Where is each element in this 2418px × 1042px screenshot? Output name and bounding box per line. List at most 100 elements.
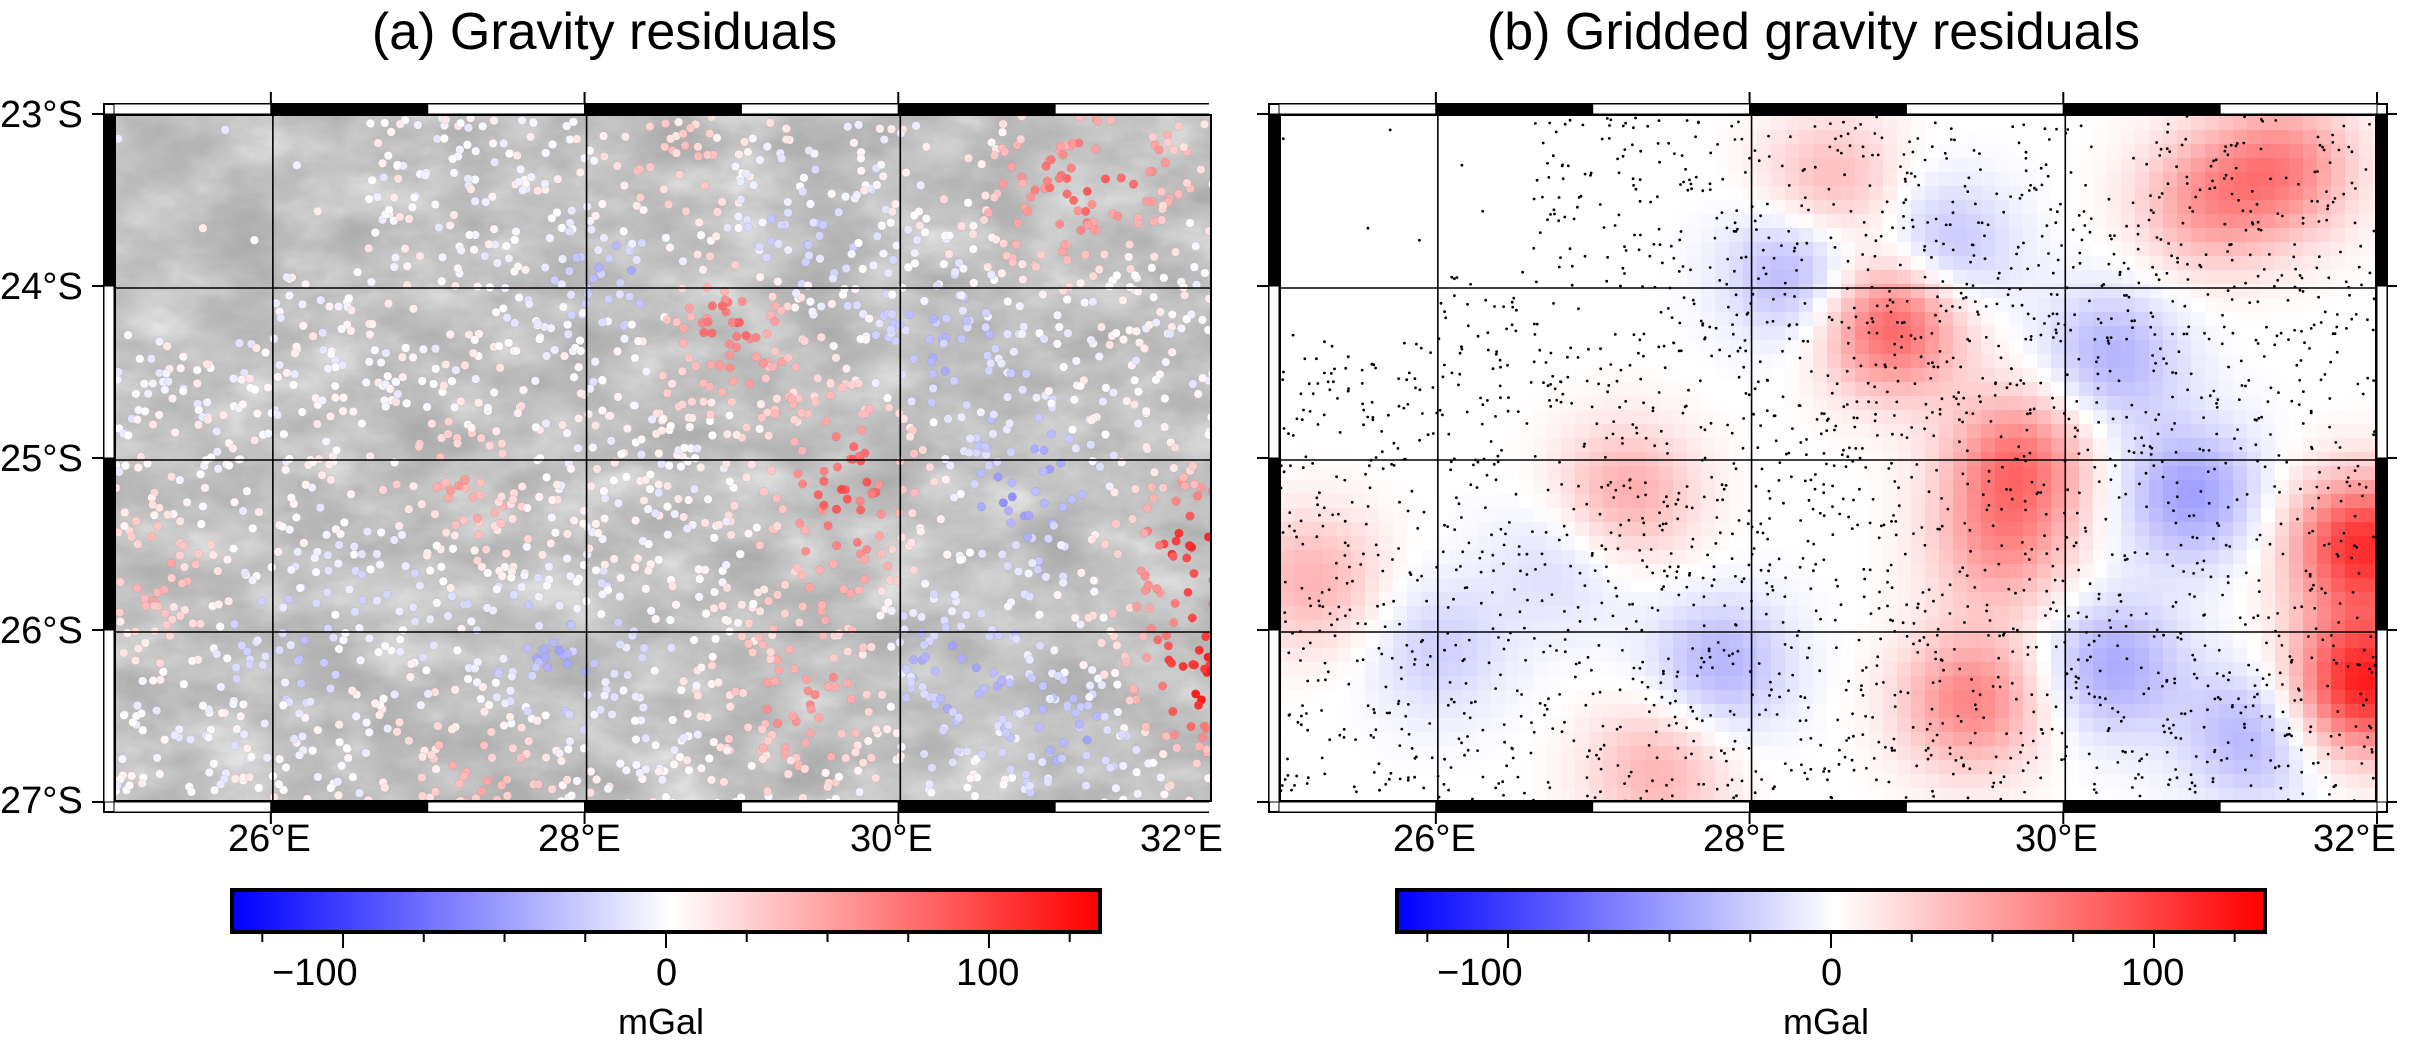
survey-point <box>1088 271 1098 281</box>
survey-point <box>1124 799 1129 800</box>
survey-point <box>281 762 291 773</box>
colorbar-tick-marks <box>261 934 1071 948</box>
survey-point <box>784 644 794 654</box>
survey-point <box>681 206 691 216</box>
survey-point <box>1023 532 1033 542</box>
survey-point <box>1193 389 1203 399</box>
survey-point <box>862 544 872 554</box>
survey-point <box>1067 495 1077 505</box>
survey-point <box>589 658 599 669</box>
hillshade-map[interactable] <box>116 116 1212 802</box>
survey-point <box>722 223 733 233</box>
survey-point <box>679 512 689 522</box>
survey-point <box>1182 553 1192 563</box>
survey-point <box>148 419 158 430</box>
survey-point <box>638 703 648 713</box>
survey-point <box>839 584 849 594</box>
survey-point <box>1112 211 1122 221</box>
survey-point <box>709 603 719 613</box>
survey-point <box>284 291 294 301</box>
survey-point <box>334 302 344 312</box>
survey-point <box>1113 707 1123 717</box>
survey-point <box>460 360 470 370</box>
survey-point <box>501 241 511 251</box>
survey-point <box>238 506 248 516</box>
survey-point <box>1102 725 1112 735</box>
survey-point <box>780 580 790 590</box>
survey-point <box>823 521 833 531</box>
survey-point <box>963 153 974 163</box>
survey-point <box>998 498 1008 508</box>
survey-point <box>1149 467 1160 477</box>
survey-point <box>1100 429 1111 440</box>
survey-point <box>689 484 699 494</box>
survey-point <box>558 254 568 264</box>
survey-point <box>476 433 486 443</box>
survey-point <box>566 464 576 474</box>
survey-point <box>998 179 1008 189</box>
survey-point <box>856 505 866 515</box>
panel-a: (a) Gravity residuals −100 0 100 mGal 23… <box>0 3 1223 1042</box>
survey-point <box>392 479 402 489</box>
survey-point <box>709 533 719 543</box>
survey-point <box>472 677 482 687</box>
survey-point <box>751 352 761 362</box>
survey-point <box>1052 339 1062 349</box>
lon-label-a-26: 26°E <box>228 818 311 860</box>
survey-point <box>910 248 920 258</box>
survey-point <box>743 147 753 157</box>
survey-point <box>916 180 926 190</box>
survey-point <box>1171 496 1181 506</box>
survey-point <box>788 711 798 721</box>
survey-point <box>652 408 662 419</box>
survey-point <box>1160 422 1170 432</box>
survey-point <box>550 528 560 538</box>
survey-point <box>1169 730 1180 740</box>
survey-point <box>429 640 439 650</box>
survey-point <box>661 233 671 243</box>
survey-point <box>658 414 668 424</box>
survey-point <box>901 167 911 178</box>
survey-point <box>415 581 425 591</box>
colorbar-label-a: mGal <box>618 1001 705 1042</box>
survey-point <box>1109 487 1120 497</box>
survey-point <box>152 705 162 716</box>
survey-point <box>748 133 758 144</box>
survey-point <box>1124 252 1134 262</box>
survey-point <box>1200 268 1210 278</box>
survey-point <box>491 678 501 688</box>
survey-point <box>204 767 214 777</box>
survey-point <box>430 344 441 354</box>
survey-point <box>553 174 563 184</box>
survey-point <box>356 655 366 665</box>
survey-point <box>386 645 397 656</box>
survey-point <box>258 660 268 670</box>
survey-point <box>768 362 778 372</box>
survey-point <box>1082 186 1092 196</box>
survey-point <box>804 250 814 261</box>
survey-point <box>1043 777 1053 787</box>
survey-point <box>326 783 336 793</box>
lon-label-a-28: 28°E <box>538 818 621 860</box>
survey-point <box>1011 540 1021 550</box>
survey-point <box>984 461 994 471</box>
survey-point <box>624 798 631 800</box>
survey-point <box>1070 613 1080 623</box>
survey-point <box>860 448 870 458</box>
survey-point <box>1026 751 1036 762</box>
survey-point <box>1052 310 1063 320</box>
survey-point <box>983 350 993 361</box>
lat-label-a-26: 26°S <box>0 610 83 652</box>
survey-point <box>538 550 548 560</box>
survey-point <box>942 550 952 560</box>
survey-point <box>1093 674 1103 684</box>
survey-point <box>546 538 556 548</box>
survey-point <box>436 562 446 572</box>
survey-point <box>810 165 820 175</box>
survey-point <box>816 332 826 342</box>
survey-point <box>370 345 380 355</box>
survey-point <box>699 328 709 338</box>
survey-point <box>693 730 703 740</box>
survey-point <box>1176 323 1186 333</box>
survey-point <box>1083 701 1093 711</box>
